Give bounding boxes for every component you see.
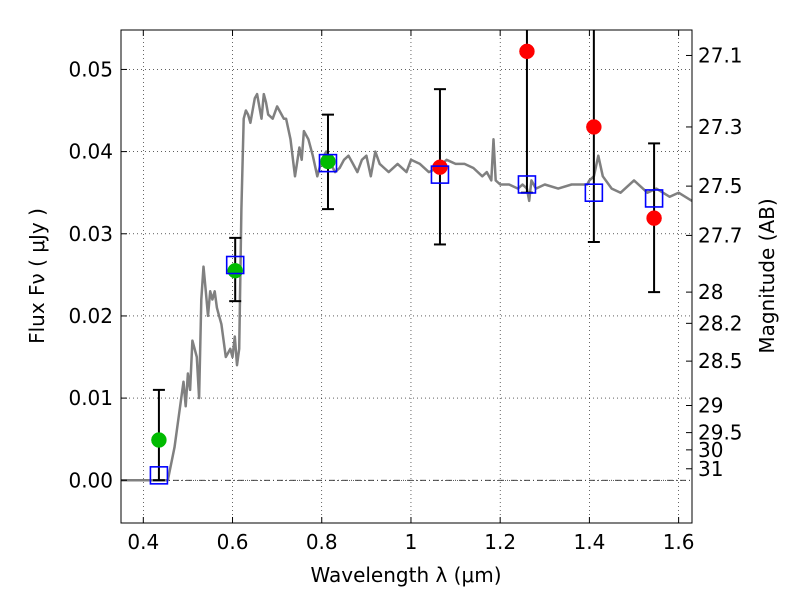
right-tick-label: 31: [698, 457, 723, 481]
right-tick-label: 27.7: [698, 223, 743, 247]
model-photometry-marker: [644, 189, 664, 208]
y-axis-title-left: Flux Fν ( μJy ): [25, 208, 49, 344]
x-tick-label: 1.4: [573, 530, 605, 554]
x-axis-title: Wavelength λ (μm): [310, 563, 501, 587]
ir-point-marker: [432, 159, 448, 175]
y-tick-label: 0.03: [68, 222, 113, 246]
ir-point-marker: [519, 43, 535, 60]
right-tick-label: 28: [698, 280, 723, 304]
ir-point-marker: [646, 210, 662, 226]
right-tick-label: 30: [698, 438, 723, 462]
right-tick-label: 28.2: [698, 311, 743, 335]
hst-point-marker: [151, 432, 167, 448]
hst-point-marker: [320, 153, 336, 170]
y-tick-label: 0.01: [68, 386, 113, 410]
x-tick-label: 0.4: [127, 530, 159, 554]
data-markers: [149, 30, 664, 485]
model-photometry-marker: [149, 466, 169, 485]
y-tick-label: 0.00: [68, 468, 113, 492]
y-tick-label: 0.04: [68, 140, 113, 164]
right-tick-label: 28.5: [698, 349, 743, 373]
model-photometry-marker: [318, 153, 338, 173]
x-tick-label: 1.2: [484, 530, 516, 554]
y-tick-label: 0.02: [68, 304, 113, 328]
x-tick-label: 1.6: [663, 530, 695, 554]
model-photometry-marker: [584, 183, 604, 202]
right-tick-label: 27.5: [698, 174, 743, 198]
plot-frame: [120, 29, 693, 524]
y-tick-label: 0.05: [68, 57, 113, 81]
right-tick-label: 29: [698, 394, 723, 418]
plot-background: [121, 30, 692, 523]
hst-point-marker: [227, 262, 243, 279]
x-tick-label: 0.6: [217, 530, 249, 554]
y-axis-title-right: Magnitude (AB): [755, 198, 779, 353]
right-tick-label: 27.1: [698, 43, 743, 67]
x-axis-ticks: 0.4 0.6 0.8 1 1.2 1.4 1.6: [127, 30, 695, 554]
x-tick-label: 0.8: [306, 530, 338, 554]
model-photometry-marker: [225, 255, 245, 275]
ir-point-marker: [586, 119, 602, 135]
model-photometry-marker: [517, 175, 537, 194]
right-tick-label: 27.3: [698, 115, 743, 139]
y-axis-ticks: 0.00 0.01 0.02 0.03 0.04 0.05: [68, 57, 127, 492]
model-photometry-marker: [430, 165, 450, 184]
right-tick-label: 29.5: [698, 421, 743, 445]
x-tick-label: 1: [405, 530, 418, 554]
